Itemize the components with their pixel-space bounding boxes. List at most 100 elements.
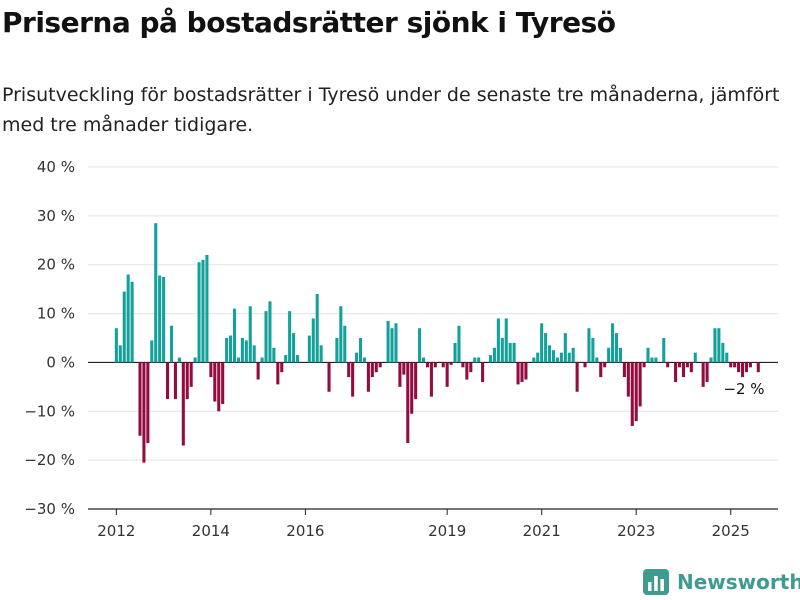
brand-name: Newsworthy <box>677 570 800 594</box>
bar <box>272 347 276 363</box>
bar <box>146 362 150 444</box>
bar <box>398 362 402 387</box>
bar <box>500 338 504 363</box>
y-tick-label: 20 % <box>37 256 75 274</box>
x-axis-ticks: 2012 2014 2016 2019 2021 2023 2025 <box>97 509 750 540</box>
bar <box>390 328 394 363</box>
bar <box>666 362 670 368</box>
bar <box>327 362 331 392</box>
bar <box>232 308 237 363</box>
bar <box>213 362 217 402</box>
x-tick-label: 2014 <box>192 522 230 540</box>
bar <box>646 347 650 363</box>
x-tick-label: 2016 <box>286 522 324 540</box>
bars <box>114 223 760 463</box>
bar <box>591 338 595 363</box>
bar <box>477 357 481 363</box>
bar <box>311 318 315 363</box>
bar <box>548 345 552 363</box>
bar <box>705 362 709 382</box>
bar <box>252 345 256 363</box>
bar <box>737 362 741 373</box>
gridlines <box>88 166 778 510</box>
bar <box>169 325 174 363</box>
bar <box>516 362 520 385</box>
x-tick-label: 2012 <box>97 522 135 540</box>
bar <box>150 340 154 363</box>
bar <box>713 328 717 363</box>
bar <box>441 362 445 368</box>
newsworthy-logo-icon <box>643 569 669 595</box>
bar <box>240 338 244 363</box>
bar <box>189 362 193 387</box>
bar <box>449 362 453 365</box>
bar <box>256 362 260 380</box>
bar <box>709 357 713 363</box>
bar <box>142 362 146 463</box>
bar <box>288 311 292 363</box>
y-tick-label: 40 % <box>37 158 75 176</box>
bar <box>563 333 567 363</box>
bar <box>201 259 205 363</box>
bar <box>469 362 473 373</box>
bar <box>209 362 213 378</box>
bar <box>280 362 284 373</box>
bar <box>607 347 611 363</box>
bar <box>733 362 737 368</box>
x-tick-label: 2025 <box>712 522 750 540</box>
bar <box>355 352 359 363</box>
y-axis-ticks: −30 % −20 % −10 % 0 % 10 % 20 % 30 % 40 % <box>24 158 75 518</box>
bar <box>378 362 382 368</box>
bar <box>492 347 496 363</box>
bar <box>544 333 548 363</box>
bar <box>292 333 296 363</box>
bar <box>229 335 233 363</box>
bar <box>181 362 185 446</box>
y-tick-label: −30 % <box>24 500 75 518</box>
x-tick-label: 2021 <box>523 522 561 540</box>
bar <box>217 362 221 412</box>
bar <box>626 362 630 397</box>
bar <box>481 362 485 382</box>
bar <box>421 357 426 363</box>
bar <box>445 362 449 387</box>
bar <box>453 342 457 363</box>
y-tick-label: 0 % <box>46 353 75 371</box>
bar <box>177 357 181 363</box>
bar <box>433 362 437 368</box>
bar <box>473 357 477 363</box>
bar <box>414 362 418 400</box>
bar <box>681 362 685 378</box>
bar <box>197 262 201 363</box>
bar <box>362 357 366 363</box>
bar <box>532 357 536 363</box>
x-tick-label: 2023 <box>617 522 655 540</box>
bar <box>185 362 189 400</box>
bar <box>504 318 508 363</box>
bar <box>567 352 571 363</box>
bar <box>559 352 563 363</box>
bar <box>740 362 745 378</box>
bar <box>402 362 406 375</box>
bar <box>307 335 311 363</box>
chart-subtitle: Prisutveckling för bostadsrätter i Tyres… <box>2 84 780 136</box>
bar <box>429 362 433 397</box>
bar <box>638 362 642 407</box>
bar <box>335 338 339 363</box>
bar <box>425 362 430 368</box>
y-tick-label: −20 % <box>24 451 75 469</box>
x-tick-label: 2019 <box>428 522 466 540</box>
bar <box>284 355 288 363</box>
bar <box>406 362 410 444</box>
bar <box>193 357 197 363</box>
bar <box>701 362 705 387</box>
bar <box>418 328 422 363</box>
bar <box>603 362 607 368</box>
bar <box>260 357 264 363</box>
bar <box>611 323 615 363</box>
bar <box>166 362 170 400</box>
bar <box>540 323 544 363</box>
bar <box>599 362 603 378</box>
bar <box>236 357 240 363</box>
y-tick-label: −10 % <box>24 402 75 420</box>
